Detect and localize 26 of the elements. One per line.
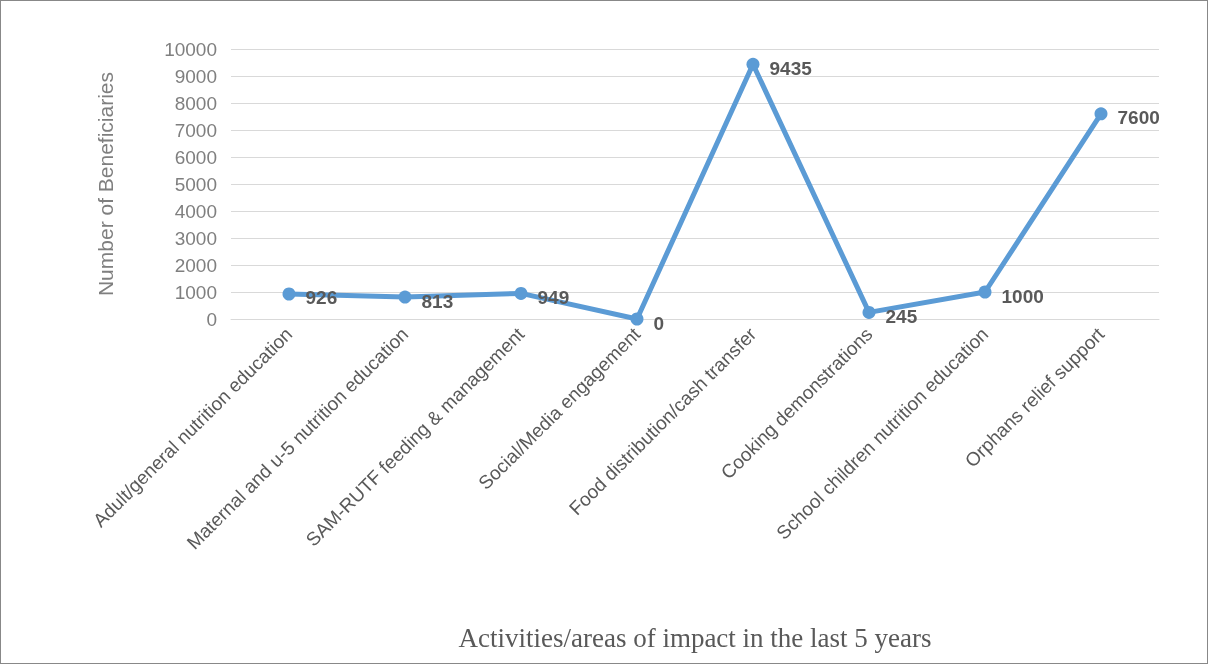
- data-label: 9435: [769, 57, 813, 79]
- data-label: 7600: [1117, 107, 1160, 129]
- data-label: 245: [885, 305, 918, 327]
- point: [282, 287, 296, 301]
- point: [514, 286, 528, 300]
- y-tick-label: 9000: [174, 65, 217, 87]
- x-axis-title: Activities/areas of impact in the last 5 years: [458, 622, 932, 653]
- point: [978, 285, 992, 299]
- y-tick-label: 8000: [174, 92, 217, 114]
- y-axis-title: Number of Beneficiaries: [94, 71, 117, 297]
- data-label: 1000: [1001, 285, 1044, 307]
- y-tick-label: 5000: [174, 173, 217, 195]
- y-tick-label: 6000: [174, 146, 217, 168]
- y-tick-label: 7000: [174, 119, 217, 141]
- y-tick-label: 3000: [174, 227, 217, 249]
- point: [398, 290, 412, 304]
- y-tick-label: 2000: [174, 254, 217, 276]
- y-tick-label: 4000: [174, 200, 217, 222]
- point: [1094, 107, 1108, 121]
- point: [746, 57, 760, 71]
- y-tick-label: 0: [206, 308, 217, 330]
- data-label: 0: [653, 312, 665, 334]
- point: [630, 312, 644, 326]
- point: [862, 305, 876, 319]
- y-tick-label: 1000: [174, 281, 217, 303]
- y-tick-label: 10000: [164, 38, 217, 60]
